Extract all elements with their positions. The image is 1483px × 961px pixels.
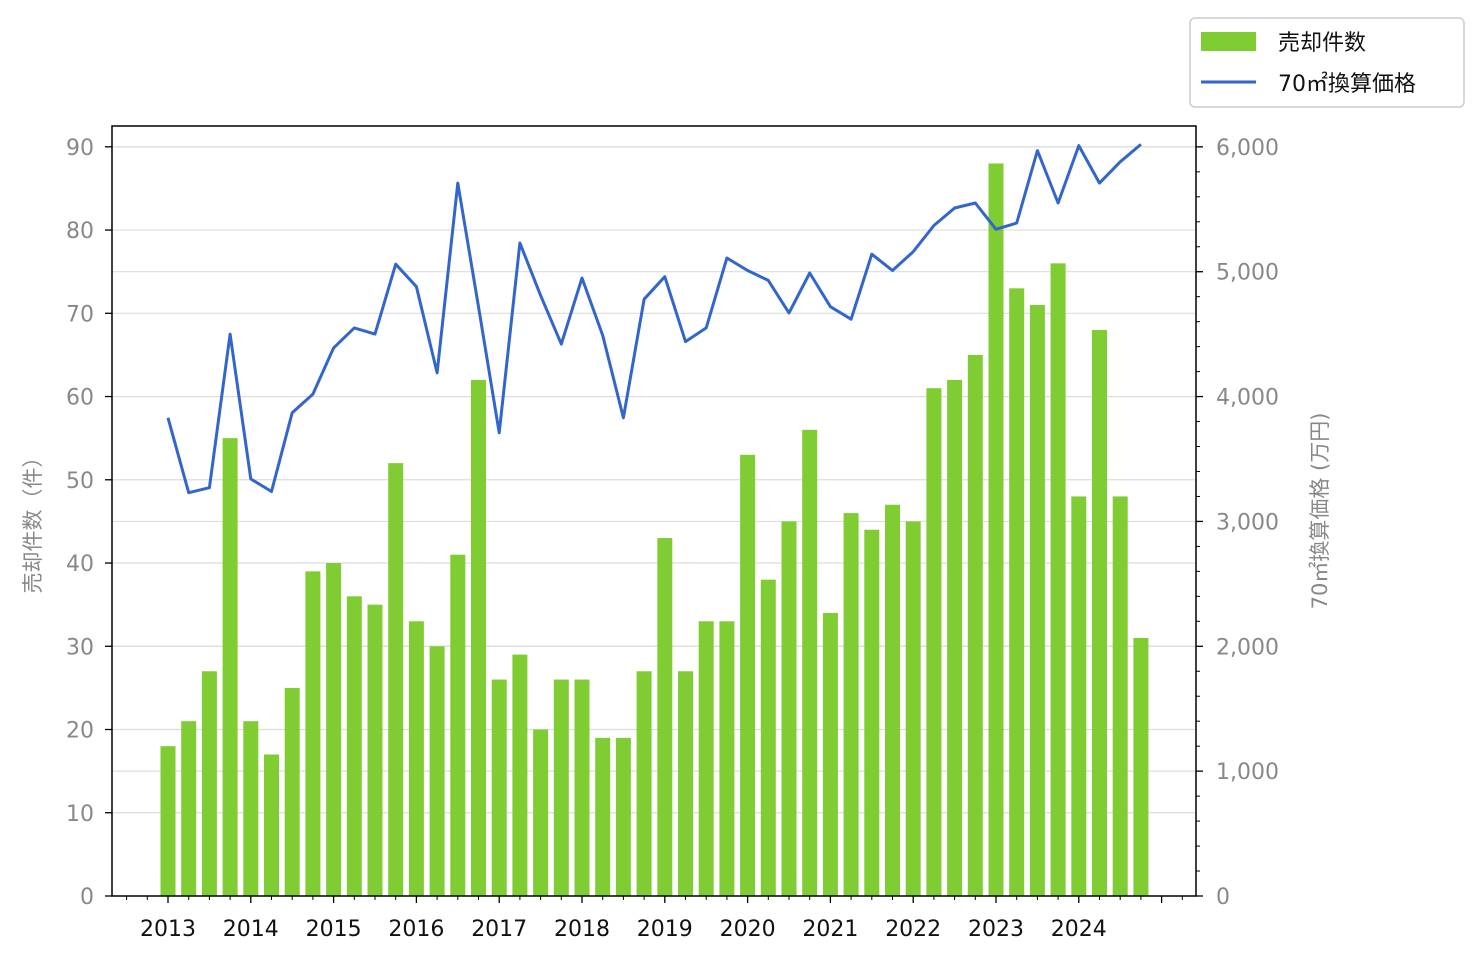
bar xyxy=(905,521,921,896)
bar xyxy=(760,579,776,896)
bar xyxy=(1112,496,1128,896)
bar xyxy=(967,354,983,896)
right-tick-label: 6,000 xyxy=(1216,136,1279,161)
bar xyxy=(512,654,528,896)
bar xyxy=(719,621,735,896)
bar xyxy=(491,679,507,896)
bar xyxy=(698,621,714,896)
legend-box xyxy=(1189,17,1465,108)
x-tick-label: 2013 xyxy=(140,917,196,942)
bar xyxy=(326,563,342,896)
x-tick-label: 2016 xyxy=(388,917,444,942)
plot-frame xyxy=(111,125,1197,897)
left-axis-title: 売却件数（件） xyxy=(21,447,45,594)
bar xyxy=(1071,496,1087,896)
right-axis: 0 1,000 2,000 3,000 4,000 5,000 6,000 xyxy=(1196,136,1279,910)
x-tick-label: 2019 xyxy=(637,917,693,942)
left-tick-label: 60 xyxy=(66,386,94,411)
bar xyxy=(657,538,673,896)
bar xyxy=(802,429,818,896)
bar xyxy=(450,554,466,896)
bar xyxy=(243,721,259,896)
bar xyxy=(740,454,756,896)
bar xyxy=(408,621,424,896)
bar xyxy=(947,379,963,896)
bar xyxy=(1092,329,1107,897)
left-tick-label: 80 xyxy=(66,219,94,244)
line-series xyxy=(166,143,1142,495)
price-line xyxy=(166,143,1142,495)
bar xyxy=(264,754,279,896)
bar xyxy=(615,737,631,896)
bar xyxy=(678,671,693,896)
bar xyxy=(181,721,197,896)
right-tick-label: 5,000 xyxy=(1216,261,1279,286)
bar xyxy=(1050,263,1066,897)
x-tick-label: 2021 xyxy=(802,917,858,942)
left-tick-label: 0 xyxy=(80,885,94,910)
bar xyxy=(160,746,176,896)
bar xyxy=(926,388,942,896)
left-tick-label: 20 xyxy=(66,719,94,744)
x-tick-label: 2022 xyxy=(885,917,941,942)
bar xyxy=(822,612,838,896)
left-tick-label: 90 xyxy=(66,136,94,161)
x-tick-label: 2015 xyxy=(306,917,362,942)
bar xyxy=(843,513,859,896)
right-tick-label: 4,000 xyxy=(1216,386,1279,411)
bar xyxy=(553,679,569,896)
bar-series xyxy=(160,163,1149,897)
bar xyxy=(636,671,652,896)
bar xyxy=(1029,304,1045,896)
x-tick-label: 2023 xyxy=(968,917,1024,942)
x-tick-label: 2020 xyxy=(720,917,776,942)
bar xyxy=(781,521,797,896)
right-tick-label: 0 xyxy=(1216,885,1230,910)
bar xyxy=(367,604,383,896)
right-axis-title: 70㎡換算価格 (万円) xyxy=(1308,413,1332,610)
bar xyxy=(574,679,590,896)
bar xyxy=(595,737,611,896)
legend-bar-label: 売却件数 xyxy=(1278,31,1366,56)
right-tick-label: 3,000 xyxy=(1216,510,1279,535)
bar xyxy=(201,671,217,896)
legend-bar-swatch xyxy=(1201,32,1256,51)
x-tick-label: 2014 xyxy=(223,917,279,942)
right-tick-label: 1,000 xyxy=(1216,760,1279,785)
x-tick-label: 2018 xyxy=(554,917,610,942)
bar xyxy=(429,646,445,896)
bar xyxy=(388,463,404,896)
right-tick-label: 2,000 xyxy=(1216,635,1279,660)
left-tick-label: 40 xyxy=(66,552,94,577)
bar xyxy=(885,504,900,896)
left-tick-label: 50 xyxy=(66,469,94,494)
bar xyxy=(864,529,880,896)
bar xyxy=(346,596,362,896)
bar xyxy=(284,687,300,896)
x-tick-label: 2017 xyxy=(471,917,527,942)
left-axis: 0 10 20 30 40 50 60 70 80 90 xyxy=(66,136,112,910)
x-tick-label: 2024 xyxy=(1051,917,1107,942)
bar xyxy=(1133,637,1149,896)
bar xyxy=(988,163,1004,896)
bar xyxy=(222,438,238,896)
bar xyxy=(1009,288,1025,896)
left-tick-label: 30 xyxy=(66,635,94,660)
legend: 売却件数 70㎡換算価格 xyxy=(1189,17,1465,108)
legend-line-label: 70㎡換算価格 xyxy=(1278,71,1416,97)
bar xyxy=(471,379,486,896)
left-tick-label: 70 xyxy=(66,302,94,327)
bar xyxy=(305,571,321,896)
left-tick-label: 10 xyxy=(66,802,94,827)
bar xyxy=(533,729,549,896)
x-axis: 2013 2014 2015 2016 2017 2018 2019 2020 2021 2022… xyxy=(126,896,1183,942)
